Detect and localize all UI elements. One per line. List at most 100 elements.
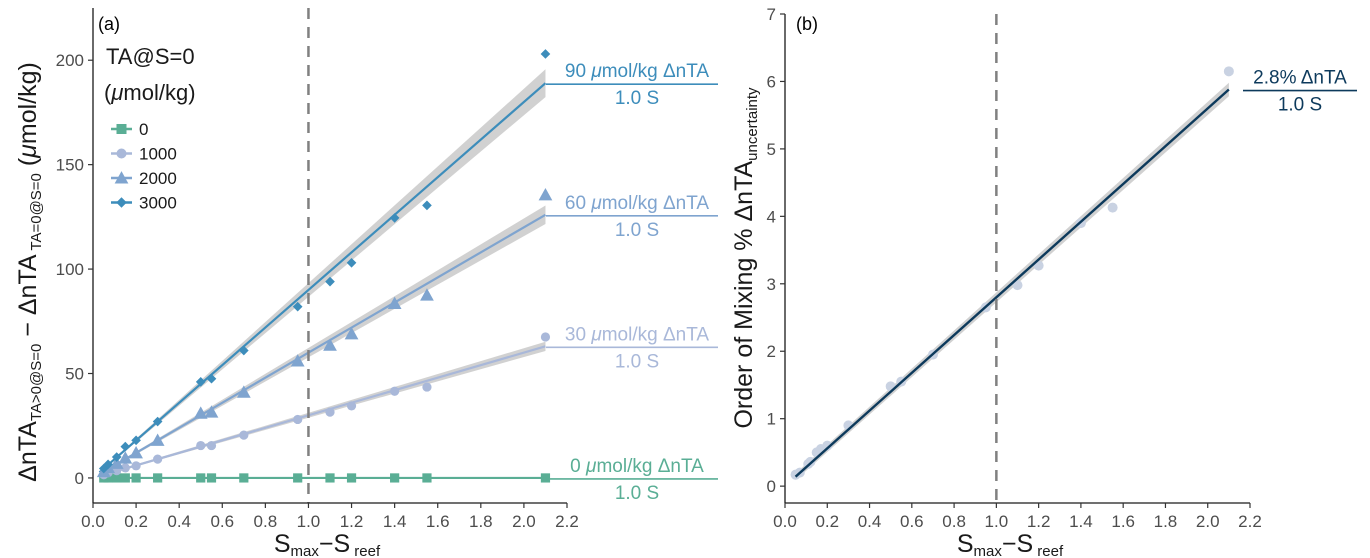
- x-tick-label: 0.6: [210, 512, 234, 531]
- legend-label: 3000: [139, 194, 177, 213]
- confidence-band: [795, 82, 1229, 481]
- data-point: [109, 456, 124, 469]
- data-point: [293, 473, 303, 483]
- data-point: [131, 473, 141, 483]
- annotation-3000: 90 μmol/kg ΔnTA 1.0 S: [546, 61, 718, 109]
- data-point: [152, 416, 163, 427]
- x-tick-label: 0.6: [900, 512, 924, 531]
- y-tick-labels-a: 0 50 100 150 200: [56, 51, 84, 488]
- data-point: [1012, 280, 1023, 291]
- data-point: [422, 382, 432, 392]
- x-tick-label: 1.6: [1111, 512, 1135, 531]
- legend-swatch-marker: [116, 124, 127, 134]
- y-tick-label: 200: [56, 51, 84, 70]
- data-point: [112, 473, 122, 483]
- x-tick-label: 2.2: [555, 512, 579, 531]
- x-tick-label: 0.0: [81, 512, 105, 531]
- y-tick-label: 0: [767, 477, 776, 496]
- x-tick-label: 0.8: [254, 512, 278, 531]
- annotation-sublabel: 1.0 S: [1278, 95, 1322, 116]
- legend-label: 1000: [139, 145, 177, 164]
- y-tick-label: 0: [75, 469, 84, 488]
- x-tick-label: 1.8: [1154, 512, 1178, 531]
- data-point: [206, 373, 217, 384]
- annotation-label: 30 μmol/kg ΔnTA: [565, 324, 710, 345]
- legend-label: 2000: [139, 169, 177, 188]
- panel-label-a: (a): [98, 14, 120, 34]
- panel-a: 0.0 0.2 0.4 0.6 0.8 1.0 1.2 1.4 1.6 1.8 2.0 2.2 0 50…: [14, 8, 718, 558]
- data-point: [206, 473, 217, 483]
- x-tick-label: 1.0: [985, 512, 1009, 531]
- data-point: [422, 473, 432, 483]
- x-tick-label: 1.2: [1027, 512, 1051, 531]
- data-point: [323, 338, 337, 351]
- x-tick-label: 1.8: [469, 512, 493, 531]
- data-point: [292, 301, 303, 312]
- data-point: [195, 377, 206, 387]
- data-point: [290, 354, 305, 367]
- y-tick-label: 6: [767, 72, 776, 91]
- data-point: [325, 407, 335, 417]
- data-point: [153, 454, 163, 464]
- legend-item-1000: 1000: [111, 145, 177, 164]
- y-tick-label: 50: [65, 365, 84, 384]
- legend-swatch-marker: [116, 197, 127, 208]
- data-point: [293, 414, 303, 425]
- panel-b: 0.0 0.2 0.4 0.6 0.8 1.0 1.2 1.4 1.6 1.8 2.0 2.2 0 1 2…: [730, 5, 1357, 558]
- annotation-label: 60 μmol/kg ΔnTA: [565, 193, 710, 214]
- data-point: [196, 473, 206, 483]
- x-tick-labels-b: 0.0 0.2 0.4 0.6 0.8 1.0 1.2 1.4 1.6 1.8 2.0 2.2: [773, 512, 1262, 531]
- x-tick-label: 2.0: [1196, 512, 1220, 531]
- x-tick-label: 0.4: [167, 512, 191, 531]
- data-point: [422, 200, 432, 211]
- data-point: [239, 473, 249, 483]
- data-point: [120, 441, 131, 452]
- data-point: [239, 430, 249, 440]
- y-axis-title-a: ΔnTATA>0@S=0 − ΔnTA TA=0@S=0 (μmol/kg): [14, 62, 45, 482]
- fit-line: [794, 88, 1230, 478]
- data-point: [236, 385, 251, 398]
- data-point: [387, 296, 402, 310]
- annotation-sublabel: 1.0 S: [615, 220, 659, 241]
- x-tick-label: 0.4: [858, 512, 882, 531]
- data-point: [390, 473, 400, 483]
- legend-label: 0: [139, 120, 148, 139]
- data-point: [325, 276, 335, 287]
- axes-b: [780, 13, 1251, 508]
- annotation-b: 2.8% ΔnTA 1.0 S: [1243, 68, 1357, 116]
- data-point: [346, 401, 357, 411]
- data-point: [120, 463, 130, 473]
- slope-annotation-b: 2.8% ΔnTA 1.0 S: [1243, 68, 1357, 116]
- annotation-sublabel: 1.0 S: [615, 88, 659, 109]
- confidence-bands-a: [99, 69, 546, 477]
- data-point: [325, 473, 335, 483]
- legend-title-line2: (μmol/kg): [104, 80, 196, 105]
- x-axis-title-a: Smax−S reef: [274, 530, 381, 558]
- data-point: [153, 473, 163, 483]
- annotation-label: 2.8% ΔnTA: [1253, 68, 1347, 89]
- x-tick-label: 1.2: [340, 512, 364, 531]
- legend: TA@S=0 (μmol/kg) 0 1000 2000 3000: [104, 44, 196, 213]
- annotation-sublabel: 1.0 S: [615, 351, 659, 372]
- y-axis-title-b: Order of Mixing % ΔnTAuncertainty: [730, 87, 761, 429]
- x-tick-label: 2.2: [1238, 512, 1262, 531]
- annotation-label: 90 μmol/kg ΔnTA: [565, 61, 710, 82]
- annotation-label: 0 μmol/kg ΔnTA: [570, 456, 704, 477]
- legend-swatch-marker: [116, 148, 127, 159]
- confidence-band: [99, 69, 546, 473]
- data-point: [131, 435, 141, 446]
- panel-label-b: (b): [796, 14, 818, 34]
- y-tick-label: 2: [767, 342, 776, 361]
- data-point: [238, 345, 249, 356]
- data-points-a: [96, 49, 553, 483]
- axes-a: [88, 8, 568, 508]
- x-tick-label: 0.2: [124, 512, 148, 531]
- y-tick-label: 1: [767, 410, 776, 429]
- y-tick-label: 150: [56, 156, 84, 175]
- data-point: [204, 405, 219, 418]
- data-point: [540, 332, 551, 342]
- legend-item-3000: 3000: [111, 194, 177, 213]
- data-point: [193, 406, 208, 419]
- data-point: [389, 213, 400, 223]
